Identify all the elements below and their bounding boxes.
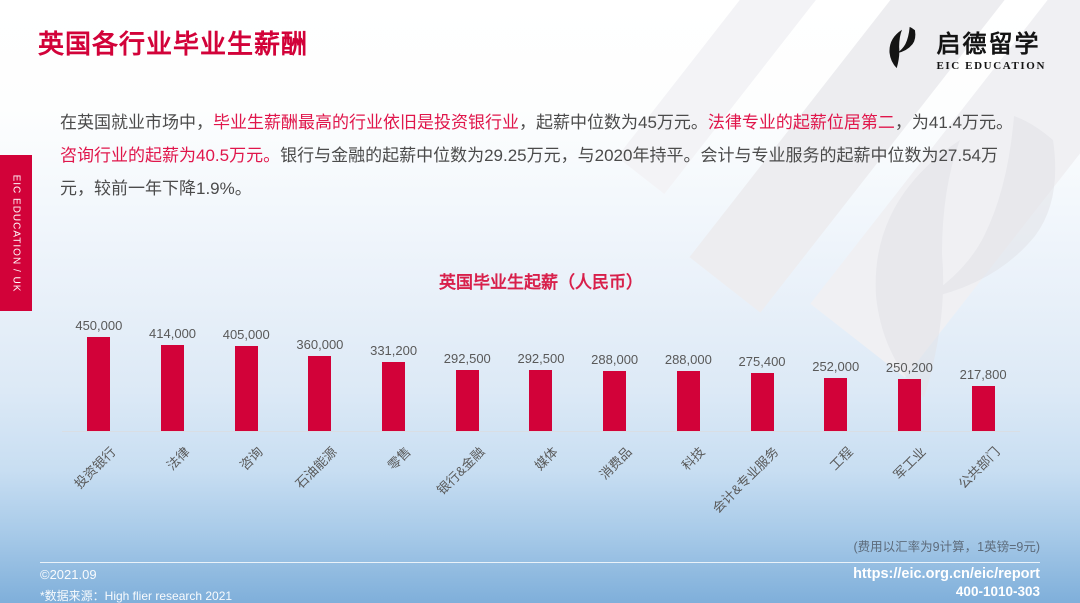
bar-媒体 — [529, 370, 553, 431]
category-label: 咨询 — [236, 444, 266, 474]
intro-text: 银行与金融的起薪中位数为29.25万元，与2020年持平。会计与专业服务的起薪中… — [60, 146, 998, 198]
category-label: 公共部门 — [955, 444, 1003, 492]
bar-column: 275,400 — [725, 354, 799, 431]
category-column: 投资银行 — [62, 432, 136, 538]
category-label: 媒体 — [531, 444, 561, 474]
bar-value-label: 405,000 — [222, 327, 270, 342]
bar-column: 292,500 — [430, 351, 504, 431]
logo-watermark-icon — [875, 116, 1056, 398]
bar-公共部门 — [971, 386, 995, 431]
copyright-text: ©2021.09 — [40, 567, 97, 582]
bar-column: 288,000 — [578, 352, 652, 431]
bar-投资银行 — [87, 337, 111, 431]
category-label: 投资银行 — [71, 444, 119, 492]
category-label: 法律 — [163, 444, 193, 474]
category-column: 咨询 — [209, 432, 283, 538]
bar-value-label: 414,000 — [149, 326, 197, 341]
side-tab-label: EIC EDUCATION / UK — [10, 174, 22, 292]
footer-right: https://eic.org.cn/eic/report 400-1010-3… — [853, 566, 1040, 599]
category-column: 零售 — [357, 432, 431, 538]
intro-paragraph: 在英国就业市场中，毕业生薪酬最高的行业依旧是投资银行业，起薪中位数为45万元。法… — [60, 106, 1022, 205]
bar-工程 — [824, 378, 848, 431]
bar-column: 250,200 — [873, 360, 947, 431]
bar-column: 360,000 — [283, 337, 357, 431]
bar-value-label: 288,000 — [664, 352, 712, 367]
bar-军工业 — [897, 379, 921, 431]
bar-chart: 英国毕业生起薪（人民币） 450,000 414,000 405,000 360,00… — [62, 268, 1020, 538]
footer-divider — [40, 562, 1040, 563]
bar-银行&金融 — [455, 370, 479, 431]
report-url: https://eic.org.cn/eic/report — [853, 566, 1040, 582]
category-label: 石油能源 — [292, 444, 340, 492]
bar-零售 — [382, 362, 406, 431]
bar-value-label: 292,500 — [517, 351, 565, 366]
category-column: 石油能源 — [283, 432, 357, 538]
phone-number: 400-1010-303 — [955, 584, 1040, 599]
category-label: 银行&金融 — [433, 444, 488, 498]
bar-column: 217,800 — [946, 367, 1020, 431]
logo-text: 启德留学 EIC EDUCATION — [936, 24, 1046, 72]
category-label: 军工业 — [890, 444, 930, 483]
category-column: 法律 — [136, 432, 210, 538]
category-label: 科技 — [679, 444, 709, 474]
category-column: 消费品 — [578, 432, 652, 538]
bar-column: 414,000 — [136, 326, 210, 431]
category-column: 科技 — [652, 432, 726, 538]
bar-value-label: 450,000 — [75, 318, 123, 333]
bar-石油能源 — [308, 356, 332, 431]
logo-name-en: EIC EDUCATION — [936, 60, 1046, 72]
intro-text: ，为41.4万元。 — [894, 113, 1014, 132]
category-column: 会计&专业服务 — [710, 432, 799, 538]
page-title: 英国各行业毕业生薪酬 — [38, 29, 309, 59]
data-source-text: *数据来源：High flier research 2021 — [40, 589, 233, 603]
bar-咨询 — [234, 346, 258, 431]
bar-column: 252,000 — [799, 359, 873, 431]
category-column: 军工业 — [873, 432, 947, 538]
bar-value-label: 292,500 — [443, 351, 491, 366]
chart-title: 英国毕业生起薪（人民币） — [439, 273, 643, 292]
intro-highlight-text: 咨询行业的起薪为40.5万元。 — [60, 146, 281, 165]
bar-column: 405,000 — [209, 327, 283, 431]
bar-column: 292,500 — [504, 351, 578, 431]
bar-column: 450,000 — [62, 318, 136, 431]
intro-highlight-text: 毕业生薪酬最高的行业依旧是投资银行业 — [213, 113, 519, 132]
bar-法律 — [161, 345, 185, 431]
bar-会计&专业服务 — [750, 373, 774, 431]
category-column: 媒体 — [504, 432, 578, 538]
category-label: 消费品 — [596, 444, 635, 483]
bar-value-label: 331,200 — [370, 343, 418, 358]
chart-category-axis: 投资银行 法律 咨询 石油能源 零售 银行&金融 媒体 消费品 科技 会计&专业服务 工程 军工业 公共… — [62, 432, 1020, 538]
exchange-rate-note: (费用以汇率为9计算，1英镑=9元) — [853, 540, 1040, 554]
category-column: 公共部门 — [946, 432, 1020, 538]
intro-highlight-text: 法律专业的起薪位居第二 — [707, 113, 895, 132]
bar-消费品 — [603, 371, 627, 431]
bar-value-label: 252,000 — [812, 359, 860, 374]
logo-name-cn: 启德留学 — [936, 31, 1041, 58]
intro-text: 在英国就业市场中， — [60, 113, 213, 132]
bar-column: 331,200 — [357, 343, 431, 431]
bar-value-label: 288,000 — [591, 352, 639, 367]
footer-left: ©2021.09 *数据来源：High flier research 2021 — [40, 567, 232, 603]
category-column: 银行&金融 — [430, 432, 504, 538]
category-label: 工程 — [826, 444, 856, 474]
intro-text: ，起薪中位数为45万元。 — [519, 113, 708, 132]
category-label: 零售 — [384, 444, 414, 474]
bar-科技 — [676, 371, 700, 431]
eic-logo: 启德留学 EIC EDUCATION — [878, 24, 1046, 72]
bar-value-label: 217,800 — [959, 367, 1007, 382]
bar-value-label: 275,400 — [738, 354, 786, 369]
category-column: 工程 — [799, 432, 873, 538]
eic-logo-icon — [889, 26, 916, 69]
bar-value-label: 250,200 — [885, 360, 933, 375]
chart-plot-area: 450,000 414,000 405,000 360,000 331,200 292,5… — [62, 306, 1020, 432]
bar-column: 288,000 — [652, 352, 726, 431]
side-tab: EIC EDUCATION / UK — [0, 155, 32, 311]
bar-value-label: 360,000 — [296, 337, 344, 352]
